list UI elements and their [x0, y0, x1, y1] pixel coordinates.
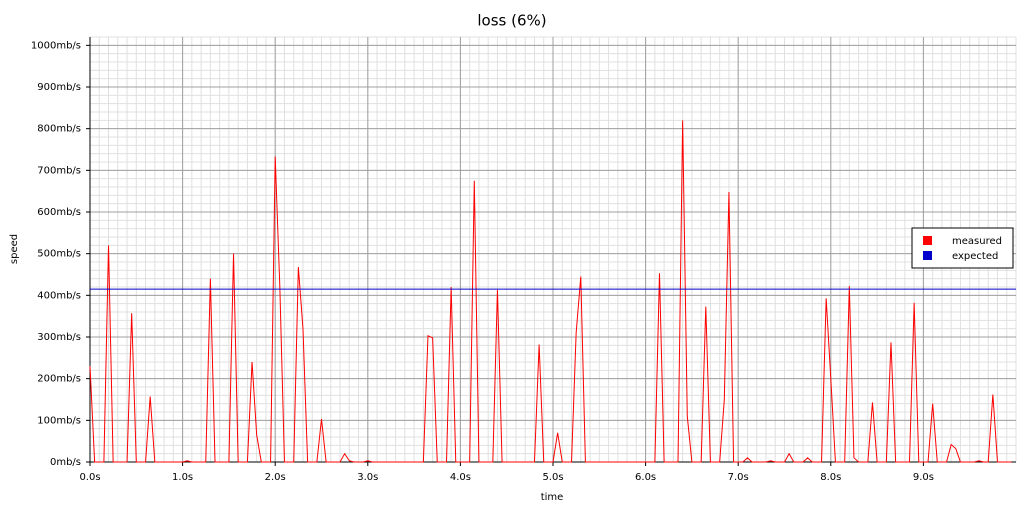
legend: measured expected — [911, 227, 1014, 269]
legend-label: expected — [952, 251, 998, 262]
y-tick-label: 600mb/s — [37, 207, 81, 218]
x-tick-label: 8.0s — [820, 472, 841, 483]
y-tick-label: 200mb/s — [37, 374, 81, 385]
chart-title: loss (6%) — [477, 12, 546, 30]
legend-box — [911, 227, 1014, 269]
y-tick-label: 700mb/s — [37, 165, 81, 176]
x-tick-label: 4.0s — [450, 472, 471, 483]
x-tick-label: 1.0s — [172, 472, 193, 483]
x-tick-label: 9.0s — [913, 472, 934, 483]
x-tick-label: 0.0s — [79, 472, 100, 483]
y-tick-label: 900mb/s — [37, 82, 81, 93]
x-tick-label: 3.0s — [357, 472, 378, 483]
y-tick-label: 0mb/s — [50, 457, 81, 468]
x-tick-label: 2.0s — [265, 472, 286, 483]
x-tick-label: 5.0s — [542, 472, 563, 483]
y-tick-label: 300mb/s — [37, 332, 81, 343]
legend-label: measured — [952, 236, 1002, 247]
y-tick-label: 1000mb/s — [31, 40, 81, 51]
y-tick-label: 800mb/s — [37, 124, 81, 135]
x-tick-label: 6.0s — [635, 472, 656, 483]
y-tick-label: 100mb/s — [37, 415, 81, 426]
legend-swatch — [923, 251, 932, 260]
x-axis-label: time — [541, 492, 564, 503]
y-tick-label: 500mb/s — [37, 249, 81, 260]
x-tick-label: 7.0s — [728, 472, 749, 483]
y-axis-label: speed — [9, 234, 20, 264]
y-tick-label: 400mb/s — [37, 290, 81, 301]
legend-swatch — [923, 236, 932, 245]
series-line — [89, 120, 1012, 463]
